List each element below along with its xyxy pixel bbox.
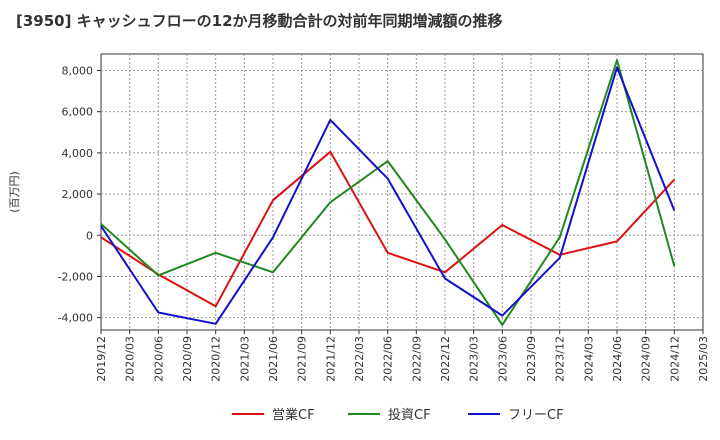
x-tick-label: 2021/12: [324, 336, 337, 382]
x-tick-label: 2020/12: [210, 336, 223, 382]
x-tick-label: 2022/12: [439, 336, 452, 382]
x-tick-label: 2022/09: [410, 336, 423, 382]
x-tick-label: 2021/09: [296, 336, 309, 382]
x-tick-label: 2023/03: [468, 336, 481, 382]
x-tick-label: 2023/06: [496, 336, 509, 382]
x-tick-label: 2021/03: [238, 336, 251, 382]
y-tick-label: -2,000: [58, 270, 93, 283]
series-line-2: [100, 59, 676, 326]
x-tick-label: 2024/06: [611, 336, 624, 382]
x-tick-label: 2024/09: [640, 336, 653, 382]
legend-label-1: 営業CF: [272, 407, 315, 423]
chart-title: [3950] キャッシュフローの12か月移動合計の対前年同期増減額の推移: [16, 12, 503, 30]
y-tick-label: 8,000: [62, 64, 94, 77]
y-tick-label: 2,000: [62, 188, 94, 201]
plot-area: [100, 53, 704, 331]
x-tick-label: 2020/09: [181, 336, 194, 382]
legend-label-2: 投資CF: [388, 407, 431, 423]
series-line-3: [100, 66, 676, 325]
y-tick-label: 6,000: [62, 106, 94, 119]
x-tick-label: 2022/03: [353, 336, 366, 382]
y-tick-label: -4,000: [58, 312, 93, 325]
x-tick-label: 2023/12: [554, 336, 567, 382]
x-tick-label: 2024/03: [582, 336, 595, 382]
series-line-1: [100, 150, 676, 308]
x-tick-label: 2019/12: [95, 336, 108, 382]
x-tick-label: 2023/09: [525, 336, 538, 382]
x-tick-label: 2020/03: [124, 336, 137, 382]
x-tick-label: 2020/06: [152, 336, 165, 382]
x-tick-label: 2021/06: [267, 336, 280, 382]
x-tick-label: 2022/06: [382, 336, 395, 382]
x-tick-label: 2025/03: [697, 336, 710, 382]
x-tick-label: 2024/12: [668, 336, 681, 382]
legend-label-3: フリーCF: [508, 408, 564, 423]
y-tick-label: 4,000: [62, 147, 94, 160]
y-tick-label: 0: [86, 229, 93, 242]
y-axis-label: (百万円): [8, 171, 21, 213]
